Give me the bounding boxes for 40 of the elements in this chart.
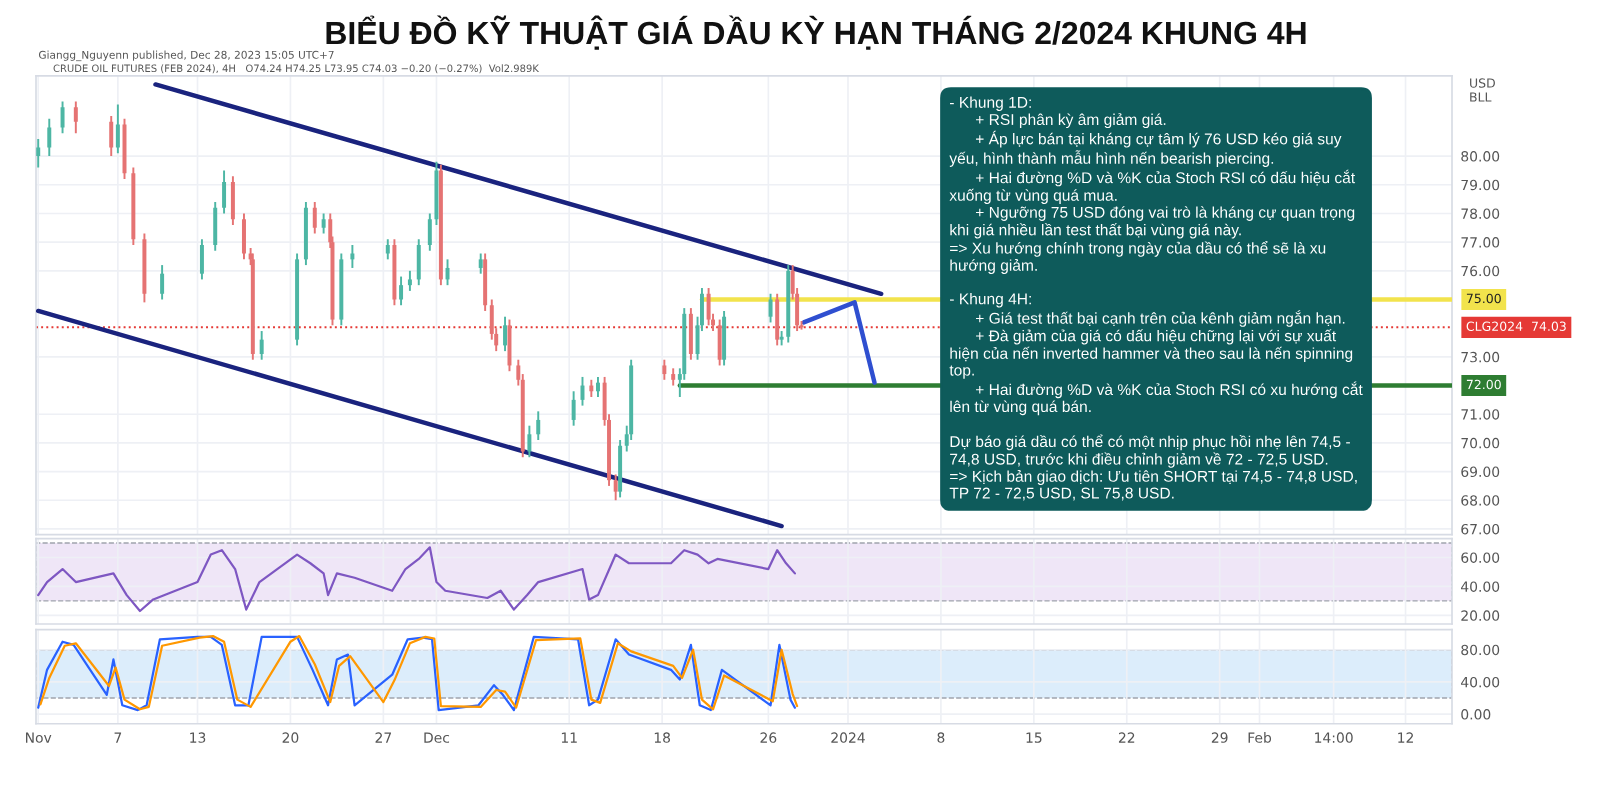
candlestick — [613, 473, 618, 502]
candlestick — [160, 264, 165, 301]
candlestick — [483, 252, 488, 312]
candlestick — [706, 287, 711, 327]
candlestick — [717, 318, 722, 367]
candlestick — [321, 212, 326, 235]
line-series — [37, 546, 796, 613]
candlestick — [445, 258, 450, 287]
candlestick — [618, 439, 623, 499]
candlestick — [385, 238, 390, 261]
candlestick — [399, 275, 404, 307]
candlestick — [222, 169, 227, 215]
chart-title: BIỂU ĐỒ KỸ THUẬT GIÁ DẦU KỲ HẠN THÁNG 2/2024 KHUNG 4H — [326, 15, 1306, 50]
candlestick — [688, 307, 693, 361]
candlestick — [259, 330, 264, 361]
candlestick — [478, 252, 483, 275]
candlestick — [536, 410, 541, 441]
candlestick — [60, 100, 65, 135]
candlestick — [73, 100, 78, 135]
candlestick — [115, 103, 120, 155]
candlestick — [595, 375, 600, 398]
candlestick — [503, 315, 508, 353]
candlestick — [768, 292, 773, 324]
candlestick — [775, 292, 780, 347]
candlestick — [527, 424, 532, 459]
candlestick — [36, 137, 41, 169]
candlestick — [241, 212, 246, 261]
candlestick — [230, 175, 235, 226]
candlestick — [662, 358, 667, 381]
candlestick — [507, 318, 512, 373]
candlestick — [580, 375, 585, 407]
candlestick — [407, 269, 412, 292]
candlestick — [213, 201, 218, 252]
candlestick — [47, 117, 52, 158]
candlestick — [109, 114, 114, 158]
candlestick — [199, 238, 204, 281]
candlestick — [416, 238, 421, 287]
candlestick — [571, 390, 576, 427]
candlestick — [722, 310, 727, 367]
candlestick — [312, 201, 317, 235]
